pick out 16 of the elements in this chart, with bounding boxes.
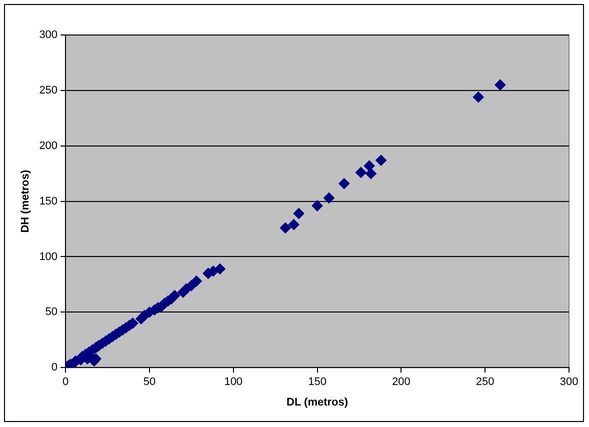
y-axis-title: DH (metros): [20, 169, 32, 233]
x-tick-label: 100: [224, 376, 243, 388]
x-axis-title: DL (metros): [286, 396, 348, 408]
x-tick-label: 250: [476, 376, 494, 388]
y-tick-label: 100: [39, 250, 58, 263]
y-tick-label: 250: [39, 84, 58, 96]
x-tick-label: 300: [560, 376, 578, 388]
y-tick-label: 0: [51, 362, 58, 374]
y-tick-label: 150: [39, 195, 58, 208]
y-tick-label: 200: [39, 140, 58, 152]
x-tick-label: 0: [62, 376, 69, 388]
x-tick-label: 50: [143, 376, 156, 388]
x-tick-label: 200: [392, 376, 410, 388]
y-tick-label: 50: [45, 306, 58, 318]
y-tick-label: 300: [39, 29, 58, 42]
x-tick-label: 150: [308, 376, 326, 388]
